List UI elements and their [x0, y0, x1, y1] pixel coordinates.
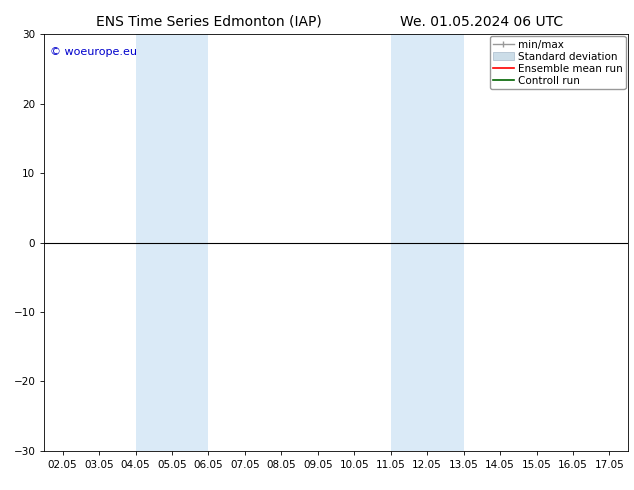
Legend: min/max, Standard deviation, Ensemble mean run, Controll run: min/max, Standard deviation, Ensemble me…	[489, 36, 626, 89]
Text: © woeurope.eu: © woeurope.eu	[50, 47, 137, 57]
Bar	[136, 34, 209, 451]
Bar	[391, 34, 463, 451]
Text: We. 01.05.2024 06 UTC: We. 01.05.2024 06 UTC	[400, 15, 564, 29]
Text: ENS Time Series Edmonton (IAP): ENS Time Series Edmonton (IAP)	[96, 15, 322, 29]
